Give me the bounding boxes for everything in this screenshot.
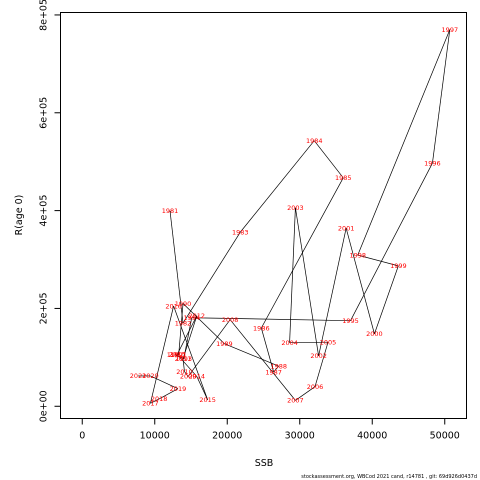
data-point-label: 1992	[167, 351, 184, 359]
series-segment	[158, 388, 179, 400]
series-segment	[150, 305, 174, 404]
series-path	[138, 29, 451, 404]
footer-text: stockassessment.org, WBCod 2021 cand, r1…	[301, 474, 477, 480]
series-segment	[191, 317, 351, 322]
data-point-label: 2008	[222, 316, 239, 324]
data-point-label: 1983	[232, 228, 249, 236]
series-segment	[357, 29, 451, 256]
series-segment	[295, 207, 319, 356]
series-segment	[357, 254, 399, 267]
data-point-label: 1991	[170, 351, 187, 359]
data-point-label: 1995	[342, 317, 359, 325]
series-segment	[187, 319, 231, 377]
data-point-label: 1999	[390, 262, 407, 270]
series-segment	[260, 327, 274, 373]
y-tick-label: 6e+05	[39, 97, 50, 129]
series-segment	[176, 354, 198, 377]
data-point-label: 2003	[287, 204, 304, 212]
y-tick-label: 8e+05	[39, 0, 50, 31]
data-point-label: 2001	[338, 225, 355, 233]
data-point-label: 2020	[142, 372, 159, 380]
x-axis: 0 10000 20000 30000 40000 50000	[79, 418, 460, 442]
data-point-label: 2017	[142, 400, 159, 408]
series-segment	[345, 228, 375, 334]
x-axis-title: SSB	[255, 458, 274, 469]
data-point-label: 2006	[307, 383, 324, 391]
series-segment	[273, 365, 279, 373]
series-segment	[184, 371, 189, 377]
data-point-label: 2016	[165, 302, 182, 310]
x-tick-label: 10000	[140, 431, 170, 442]
data-point-label: 2021	[130, 372, 147, 380]
data-point-label: 1985	[335, 174, 352, 182]
series-segment	[182, 315, 198, 359]
series-segment	[295, 386, 316, 401]
data-point-label: 2007	[287, 397, 304, 405]
data-point-label: 1997	[442, 26, 459, 34]
data-point-label: 2000	[366, 330, 383, 338]
x-tick-label: 50000	[430, 431, 460, 442]
series-segment	[178, 303, 184, 355]
series-segment	[240, 140, 315, 233]
y-axis-title: R(age 0)	[14, 195, 25, 236]
series-segment	[289, 207, 296, 343]
data-point-label: 2002	[310, 352, 327, 360]
series-segment	[182, 231, 241, 324]
x-tick-label: 40000	[357, 431, 387, 442]
series-segment	[150, 375, 179, 389]
series-segment	[229, 319, 296, 401]
data-point-label: 1988	[270, 362, 287, 370]
series-segment	[196, 376, 208, 401]
series-segment	[224, 343, 279, 367]
data-point-label: 2010	[176, 368, 193, 376]
data-point-label: 1982	[175, 319, 192, 327]
x-tick-label: 30000	[285, 431, 315, 442]
y-tick-label: 0e+00	[39, 390, 50, 422]
data-point-label: 1989	[216, 340, 233, 348]
y-axis: 0e+00 2e+05 4e+05 6e+05 8e+05	[39, 0, 61, 422]
data-point-label: 1998	[349, 251, 366, 259]
data-point-label: 2013	[169, 351, 186, 359]
y-tick-label: 2e+05	[39, 292, 50, 324]
series-segment	[432, 29, 451, 164]
data-point-label: 1994	[183, 314, 200, 322]
data-point-label: 1981	[162, 207, 179, 215]
x-tick-label: 20000	[212, 431, 242, 442]
series-segment	[176, 315, 198, 355]
x-tick-label: 0	[79, 431, 85, 442]
data-point-label: 1996	[424, 159, 441, 167]
data-point-label: 1987	[265, 368, 282, 376]
data-point-label: 2018	[151, 395, 168, 403]
series-segment	[169, 210, 184, 324]
data-point-label: 1990	[175, 300, 192, 308]
data-point-label: 2019	[170, 385, 187, 393]
data-point-label: 2004	[281, 339, 298, 347]
data-point-label: 2005	[320, 338, 337, 346]
plot-frame	[60, 12, 467, 419]
series-segment	[313, 140, 344, 179]
series-segment	[374, 265, 399, 334]
series-segment	[314, 342, 329, 387]
data-point-label: 2012	[189, 312, 206, 320]
data-point-label: 2014	[189, 373, 206, 381]
data-point-label: 1993	[175, 355, 192, 363]
data-point-label: 1986	[253, 324, 270, 332]
data-point-label: 1984	[306, 137, 323, 145]
data-point-label: 2011	[175, 355, 192, 363]
series-segment	[173, 305, 209, 401]
y-tick-label: 4e+05	[39, 195, 50, 227]
series-segment	[318, 228, 347, 356]
series-segment	[150, 398, 160, 404]
data-point-label: 2015	[199, 396, 216, 404]
data-point-label: 2009	[180, 373, 197, 381]
